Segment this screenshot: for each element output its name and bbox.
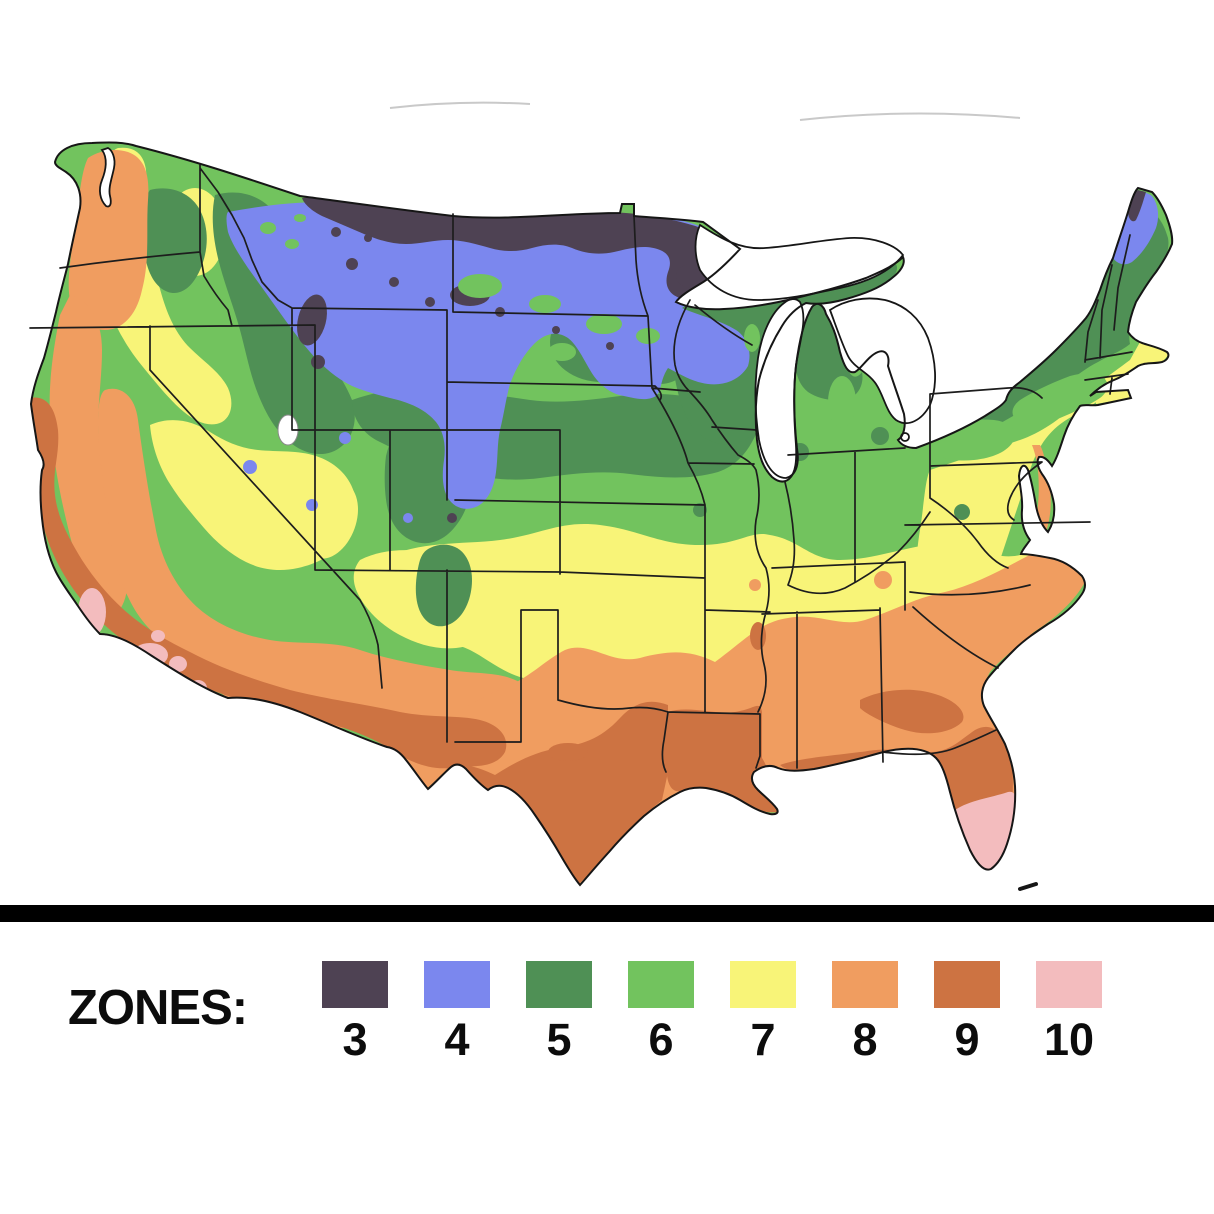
- legend-item-zone-4: 4: [424, 961, 490, 1062]
- zone-8-swatch: [832, 961, 898, 1008]
- legend-item-zone-5: 5: [526, 961, 592, 1062]
- zone-9-swatch: [934, 961, 1000, 1008]
- zone-6-swatch: [628, 961, 694, 1008]
- legend-title: ZONES:: [68, 981, 248, 1035]
- zone-5-label: 5: [546, 1014, 572, 1065]
- legend-item-zone-7: 7: [730, 961, 796, 1062]
- florida-keys: [1018, 882, 1038, 891]
- legend-item-zone-3: 3: [322, 961, 388, 1062]
- legend-item-zone-9: 9: [934, 961, 1000, 1062]
- zone-10-swatch: [1036, 961, 1102, 1008]
- great-lakes: [99, 147, 936, 479]
- legend-item-zone-6: 6: [628, 961, 694, 1062]
- zone-4-label: 4: [444, 1014, 470, 1065]
- zone-legend: 3 4 5 6 7 8 9 10: [322, 961, 1102, 1062]
- zone-7-label: 7: [750, 1014, 776, 1065]
- zone-3-swatch: [322, 961, 388, 1008]
- zone-9-label: 9: [954, 1014, 980, 1065]
- zone-10-label: 10: [1043, 1014, 1095, 1065]
- zone-9-region: [31, 397, 1013, 885]
- legend-item-zone-8: 8: [832, 961, 898, 1062]
- scan-artifact-lines: [389, 101, 1021, 121]
- zone-6-label: 6: [648, 1014, 674, 1065]
- divider-bar: [0, 905, 1214, 922]
- zone-3-region: [297, 190, 1146, 523]
- legend-item-zone-10: 10: [1036, 961, 1102, 1062]
- us-hardiness-zone-map: [29, 101, 1174, 891]
- zone-4-swatch: [424, 961, 490, 1008]
- state-borders: [29, 164, 1133, 773]
- zone-5-swatch: [526, 961, 592, 1008]
- zone-7-swatch: [730, 961, 796, 1008]
- zone-3-label: 3: [342, 1014, 368, 1065]
- zone-8-label: 8: [852, 1014, 878, 1065]
